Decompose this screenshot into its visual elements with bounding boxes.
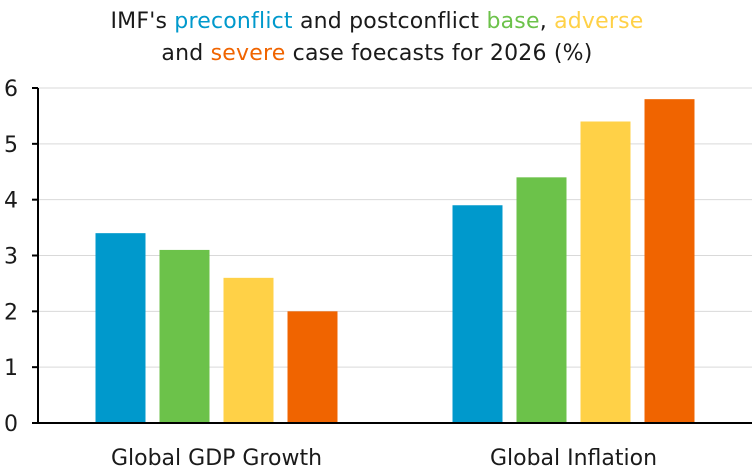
title-text: , [539, 9, 555, 34]
y-tick-label: 6 [4, 77, 18, 102]
title-preconflict: preconflict [174, 9, 293, 34]
title-base: base [486, 9, 540, 34]
y-tick-label: 1 [4, 356, 18, 381]
title-severe: severe [210, 41, 286, 66]
y-tick-label: 2 [4, 300, 18, 325]
bar-preconflict [452, 205, 503, 423]
bar-base [516, 177, 567, 423]
x-category-label: Global Inflation [490, 446, 657, 471]
x-category-label: Global GDP Growth [111, 446, 322, 471]
title-text: case foecasts for 2026 (%) [285, 41, 593, 66]
title-text: and postconflict [292, 9, 487, 34]
y-tick-label: 4 [4, 189, 18, 214]
title-line-1: IMF's preconflict and postconflict base,… [0, 6, 754, 38]
chart-title: IMF's preconflict and postconflict base,… [0, 6, 754, 70]
y-tick-label: 3 [4, 245, 18, 270]
title-text: IMF's [110, 9, 175, 34]
bar-adverse [580, 121, 631, 423]
y-tick-label: 5 [4, 133, 18, 158]
title-adverse: adverse [554, 9, 644, 34]
bar-severe [644, 99, 695, 424]
bar-preconflict [95, 233, 146, 423]
title-text: and [161, 41, 211, 66]
bar-adverse [223, 277, 274, 423]
bar-base [159, 249, 210, 423]
bar-severe [287, 311, 338, 423]
y-tick-label: 0 [4, 412, 18, 437]
title-line-2: and severe case foecasts for 2026 (%) [0, 38, 754, 70]
